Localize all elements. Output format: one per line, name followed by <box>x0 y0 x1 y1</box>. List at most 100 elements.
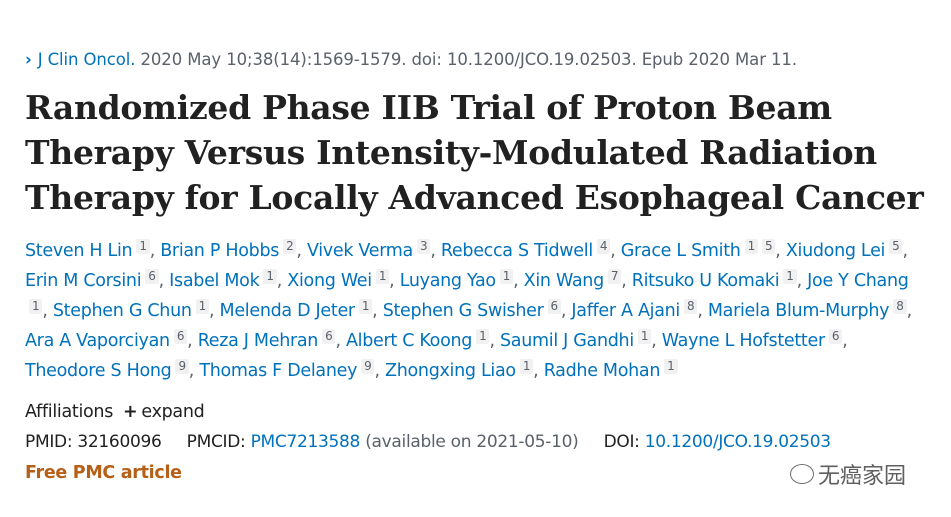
author-link[interactable]: Ritsuko U Komaki <box>631 271 780 291</box>
affiliation-ref[interactable]: 6 <box>322 329 336 344</box>
affiliation-ref[interactable]: 5 <box>761 239 776 254</box>
affiliation-ref[interactable]: 6 <box>547 299 561 314</box>
affiliation-ref[interactable]: 5 <box>889 239 903 254</box>
author-item: Radhe Mohan 1 <box>543 359 678 381</box>
wechat-icon <box>790 464 814 484</box>
affiliation-ref[interactable]: 9 <box>175 359 189 374</box>
author-link[interactable]: Ara A Vaporciyan <box>25 331 170 351</box>
affiliation-ref[interactable]: 1 <box>783 269 797 284</box>
author-link[interactable]: Brian P Hobbs <box>160 241 280 261</box>
affiliations-label: Affiliations <box>25 402 114 422</box>
author-link[interactable]: Stephen G Swisher <box>382 301 544 321</box>
author-link[interactable]: Joe Y Chang <box>807 271 909 291</box>
author-link[interactable]: Albert C Koong <box>345 331 473 351</box>
author-link[interactable]: Steven H Lin <box>25 241 133 261</box>
author-item: Jaffer A Ajani 8, <box>571 299 708 321</box>
author-item: Xiudong Lei 5, <box>785 239 908 261</box>
free-pmc-article-link[interactable]: Free PMC article <box>25 463 182 483</box>
affiliation-ref[interactable]: 1 <box>375 269 390 284</box>
author-item: Ara A Vaporciyan 6, <box>25 329 198 351</box>
author-link[interactable]: Vivek Verma <box>306 241 413 261</box>
affiliation-ref[interactable]: 1 <box>637 329 652 344</box>
author-item: Steven H Lin 1, <box>25 239 161 261</box>
author-link[interactable]: Jaffer A Ajani <box>571 301 680 321</box>
doi-link[interactable]: 10.1200/JCO.19.02503 <box>644 432 831 452</box>
author-link[interactable]: Rebecca S Tidwell <box>440 241 593 261</box>
author-item: Brian P Hobbs 2, <box>160 239 307 261</box>
author-item: Rebecca S Tidwell 4, <box>440 239 621 261</box>
article-title: Randomized Phase IIB Trial of Proton Bea… <box>25 88 924 217</box>
affiliation-ref[interactable]: 1 <box>358 299 373 314</box>
author-item: Luyang Yao 1, <box>399 269 524 291</box>
affiliation-ref[interactable]: 1 <box>519 359 534 374</box>
author-link[interactable]: Melenda D Jeter <box>219 301 356 321</box>
journal-link[interactable]: J Clin Oncol. <box>37 50 136 69</box>
affiliation-ref[interactable]: 8 <box>683 299 698 314</box>
affiliation-ref[interactable]: 1 <box>136 239 150 254</box>
affiliation-ref[interactable]: 2 <box>283 239 297 254</box>
author-link[interactable]: Wayne L Hofstetter <box>661 331 825 351</box>
pmcid-label: PMCID: <box>186 432 246 452</box>
author-link[interactable]: Stephen G Chun <box>52 301 192 321</box>
author-item: Xin Wang 7, <box>523 269 632 291</box>
author-item: Saumil J Gandhi 1, <box>499 329 662 351</box>
author-item: Stephen G Chun 1, <box>52 299 220 321</box>
author-link[interactable]: Xin Wang <box>523 271 605 291</box>
watermark: 无癌家园 <box>790 458 907 490</box>
pmid-value: 32160096 <box>77 432 162 452</box>
author-link[interactable]: Isabel Mok <box>169 271 260 291</box>
pmcid-link[interactable]: PMC7213588 <box>250 432 361 452</box>
affiliation-ref[interactable]: 1 <box>263 269 277 284</box>
affiliation-ref[interactable]: 1 <box>195 299 209 314</box>
author-item: Theodore S Hong 9, <box>25 359 200 381</box>
author-link[interactable]: Xiong Wei <box>287 271 372 291</box>
author-item: Wayne L Hofstetter 6, <box>661 329 848 351</box>
author-item: Zhongxing Liao 1, <box>385 359 544 381</box>
author-item: Thomas F Delaney 9, <box>199 359 386 381</box>
author-link[interactable]: Grace L Smith <box>620 241 741 261</box>
author-item: Grace L Smith 1 5, <box>620 239 786 261</box>
author-item: Erin M Corsini 6, <box>25 269 170 291</box>
author-link[interactable]: Thomas F Delaney <box>199 361 358 381</box>
pmid-label: PMID: <box>25 432 73 452</box>
author-item: Reza J Mehran 6, <box>197 329 346 351</box>
affiliation-ref[interactable]: 9 <box>361 359 375 374</box>
pmcid-note: (available on 2021-05-10) <box>365 432 579 452</box>
affiliation-ref[interactable]: 8 <box>893 299 907 314</box>
author-item: Mariela Blum-Murphy 8, <box>707 299 912 321</box>
affiliation-ref[interactable]: 1 <box>29 299 43 314</box>
author-link[interactable]: Zhongxing Liao <box>385 361 516 381</box>
author-link[interactable]: Radhe Mohan <box>543 361 661 381</box>
doi-label: DOI: <box>603 432 640 452</box>
author-link[interactable]: Theodore S Hong <box>25 361 172 381</box>
author-link[interactable]: Saumil J Gandhi <box>499 331 634 351</box>
author-item: Melenda D Jeter 1, <box>219 299 383 321</box>
author-link[interactable]: Mariela Blum-Murphy <box>707 301 890 321</box>
affiliation-ref[interactable]: 1 <box>476 329 490 344</box>
affiliation-ref[interactable]: 6 <box>828 329 843 344</box>
affiliations-toggle[interactable]: Affiliations + expand <box>25 397 925 427</box>
article-header: › J Clin Oncol. 2020 May 10;38(14):1569-1… <box>25 46 925 489</box>
chevron-right-icon[interactable]: › <box>25 50 32 69</box>
citation: › J Clin Oncol. 2020 May 10;38(14):1569-1… <box>25 46 925 74</box>
affiliation-ref[interactable]: 1 <box>744 239 758 254</box>
affiliation-ref[interactable]: 7 <box>607 269 622 284</box>
affiliation-ref[interactable]: 1 <box>499 269 514 284</box>
watermark-text: 无癌家园 <box>818 464 907 489</box>
author-item: Albert C Koong 1, <box>345 329 500 351</box>
expand-label[interactable]: expand <box>141 402 205 422</box>
affiliation-ref[interactable]: 6 <box>145 269 159 284</box>
author-link[interactable]: Xiudong Lei <box>785 241 886 261</box>
author-item: Xiong Wei 1, <box>287 269 400 291</box>
author-item: Isabel Mok 1, <box>169 269 288 291</box>
affiliation-ref[interactable]: 3 <box>416 239 431 254</box>
author-item: Ritsuko U Komaki 1, <box>631 269 808 291</box>
author-link[interactable]: Reza J Mehran <box>197 331 319 351</box>
affiliation-ref[interactable]: 4 <box>596 239 611 254</box>
authors-list: Steven H Lin 1, Brian P Hobbs 2, Vivek Ver… <box>25 236 925 386</box>
author-link[interactable]: Erin M Corsini <box>25 271 142 291</box>
affiliation-ref[interactable]: 6 <box>173 329 188 344</box>
author-item: Stephen G Swisher 6, <box>382 299 572 321</box>
affiliation-ref[interactable]: 1 <box>664 359 678 374</box>
author-link[interactable]: Luyang Yao <box>399 271 496 291</box>
